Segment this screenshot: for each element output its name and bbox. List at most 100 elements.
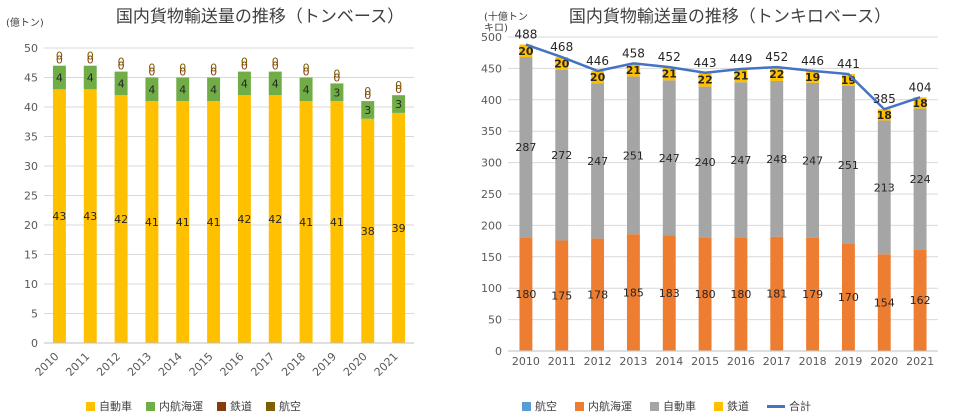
- chart-legend: 自動車 内航海運 鉄道 航空: [86, 398, 301, 414]
- data-label: 41: [330, 216, 344, 229]
- y-tick-label: 300: [481, 157, 502, 170]
- data-label: 251: [838, 159, 859, 172]
- data-label: 0: [333, 71, 340, 84]
- y-tick-label: 500: [481, 31, 502, 44]
- bar-segment: [698, 72, 712, 87]
- data-label: 185: [623, 286, 644, 299]
- data-label: 18: [877, 109, 892, 122]
- data-label: 39: [392, 222, 406, 235]
- y-tick-label: 45: [24, 72, 38, 85]
- data-label: 19: [805, 71, 820, 84]
- data-label: 0: [179, 66, 186, 79]
- x-tick-label: 2016: [218, 350, 247, 379]
- data-label: 0: [87, 50, 94, 63]
- y-tick-label: 35: [24, 131, 38, 144]
- y-axis-unit-label: (億トン): [6, 18, 44, 29]
- data-label: 154: [874, 297, 895, 310]
- legend-label: 合計: [789, 400, 811, 413]
- bar-segment: [83, 65, 97, 90]
- x-tick-label: 2017: [763, 355, 791, 368]
- legend-item: 鉄道: [714, 398, 749, 414]
- total-label: 446: [586, 54, 609, 68]
- y-tick-label: 10: [24, 278, 38, 291]
- bar-segment: [52, 65, 66, 90]
- data-label: 180: [695, 288, 716, 301]
- bar-segment: [330, 83, 344, 102]
- bar-segment: [877, 120, 891, 255]
- legend-item: 内航海運: [575, 398, 632, 414]
- tonkilo-chart-plot: 0 50 100 150 200 250 300 350 400 450 500 2010 2011 20…: [481, 28, 938, 368]
- data-label: 0: [148, 62, 155, 75]
- data-label: 4: [87, 72, 94, 85]
- legend-item: 自動車: [650, 398, 696, 414]
- y-tick-label: 400: [481, 94, 502, 107]
- bar-segment: [770, 67, 784, 81]
- bar-segment: [52, 89, 66, 343]
- bar-segment: [176, 77, 190, 102]
- data-label: 175: [551, 289, 572, 302]
- data-label: 4: [118, 77, 125, 90]
- x-tick-label: 2010: [512, 355, 540, 368]
- legend-item: 航空: [522, 398, 557, 414]
- total-label: 468: [550, 40, 573, 54]
- data-label: 4: [272, 77, 279, 90]
- legend-label: 自動車: [99, 400, 132, 413]
- x-tick-label: 2015: [691, 355, 719, 368]
- legend-item: 航空: [266, 398, 301, 414]
- data-label: 41: [299, 216, 313, 229]
- bar-segment: [841, 243, 855, 351]
- bar-segment: [591, 70, 605, 84]
- x-tick-label: 2010: [33, 350, 62, 379]
- data-label: 180: [515, 288, 536, 301]
- data-label: 0: [364, 89, 371, 102]
- bar-segment: [268, 95, 282, 343]
- bar-segment: [662, 235, 676, 351]
- bar-segment: [806, 237, 820, 351]
- bar-segment: [806, 70, 820, 83]
- data-label: 240: [695, 156, 716, 169]
- data-label: 21: [733, 70, 748, 83]
- x-tick-label: 2018: [279, 350, 308, 379]
- total-label: 446: [801, 54, 824, 68]
- y-tick-label: 0: [495, 345, 502, 358]
- legend-item: 自動車: [86, 398, 132, 414]
- bar-segment: [555, 240, 569, 351]
- bar-segment: [114, 71, 128, 96]
- bar-segment: [237, 71, 251, 96]
- data-label: 0: [241, 56, 248, 69]
- y-tick-label: 5: [31, 308, 38, 321]
- data-label: 0: [303, 62, 310, 75]
- x-tick-label: 2015: [187, 350, 216, 379]
- x-tick-label: 2012: [94, 350, 123, 379]
- bar-segment: [519, 44, 533, 58]
- data-label: 0: [179, 62, 186, 75]
- bar-segment: [698, 237, 712, 351]
- data-label: 0: [303, 66, 310, 79]
- legend-item: 鉄道: [217, 398, 252, 414]
- bar-segment: [268, 71, 282, 96]
- data-label: 0: [364, 85, 371, 98]
- bar-segment: [591, 83, 605, 239]
- x-tick-label: 2019: [834, 355, 862, 368]
- legend-swatch: [217, 401, 226, 411]
- total-label: 404: [909, 80, 932, 94]
- data-label: 0: [56, 54, 63, 67]
- bar-segment: [734, 69, 748, 83]
- data-label: 247: [730, 154, 751, 167]
- data-label: 183: [659, 287, 680, 300]
- bar-segment: [698, 86, 712, 238]
- bar-segment: [877, 109, 891, 121]
- total-label: 441: [837, 57, 860, 71]
- y-tick-label: 350: [481, 125, 502, 138]
- data-label: 4: [56, 72, 63, 85]
- chart-title: 国内貨物輸送量の推移（トンベース）: [115, 7, 405, 27]
- bar-segment: [734, 237, 748, 351]
- bar-segment: [913, 249, 927, 351]
- y-tick-label: 50: [24, 42, 38, 55]
- y-tick-label: 0: [31, 337, 38, 350]
- data-label: 170: [838, 291, 859, 304]
- x-tick-label: 2018: [799, 355, 827, 368]
- x-tick-label: 2020: [870, 355, 898, 368]
- data-label: 248: [766, 153, 787, 166]
- data-label: 42: [237, 213, 251, 226]
